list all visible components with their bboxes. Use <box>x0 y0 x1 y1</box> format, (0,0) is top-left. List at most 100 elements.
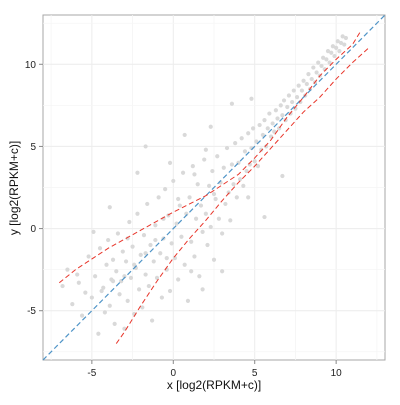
data-point <box>195 182 200 187</box>
data-point <box>250 126 256 131</box>
data-point <box>314 70 319 75</box>
data-point <box>262 118 267 123</box>
data-point <box>334 45 339 50</box>
data-point <box>332 53 337 59</box>
data-point <box>177 203 182 208</box>
data-point <box>220 231 225 236</box>
data-point <box>340 34 345 39</box>
x-axis-label: x [log2(RPKM+c)] <box>167 378 261 392</box>
data-point <box>229 101 235 106</box>
x-tick-label: 10 <box>331 368 343 379</box>
data-point <box>198 203 204 208</box>
data-point <box>176 277 181 282</box>
x-tick-label: -5 <box>87 368 96 379</box>
data-point <box>207 183 212 188</box>
data-point <box>211 257 217 262</box>
data-point <box>246 131 251 136</box>
data-point <box>70 302 75 307</box>
data-point <box>135 170 140 175</box>
data-point <box>221 165 226 170</box>
data-point <box>89 295 94 300</box>
data-point <box>99 288 104 294</box>
data-point <box>101 285 106 290</box>
data-point <box>143 144 148 149</box>
data-point <box>213 196 218 202</box>
data-point <box>301 78 306 83</box>
data-point <box>299 88 305 93</box>
data-point <box>259 147 264 152</box>
data-point <box>244 168 249 174</box>
data-point <box>231 182 236 187</box>
data-point <box>182 262 187 267</box>
data-point <box>316 60 321 65</box>
y-tick-label: 5 <box>30 142 36 153</box>
data-point <box>224 145 230 151</box>
data-point <box>203 147 208 152</box>
data-point <box>189 239 194 244</box>
identity-line <box>42 14 386 361</box>
points-layer <box>60 34 349 336</box>
data-point <box>60 283 65 289</box>
data-point <box>187 195 192 200</box>
data-point <box>117 292 122 297</box>
data-point <box>163 187 168 192</box>
data-point <box>148 242 153 248</box>
data-point <box>189 269 194 274</box>
data-point <box>79 313 85 318</box>
data-point <box>143 272 148 277</box>
data-point <box>325 49 331 54</box>
data-point <box>329 50 334 55</box>
data-point <box>91 229 96 234</box>
data-point <box>342 42 347 47</box>
data-point <box>167 288 173 294</box>
data-point <box>125 298 130 303</box>
data-point <box>265 126 270 131</box>
data-point <box>120 249 125 254</box>
data-point <box>264 144 269 149</box>
data-point <box>153 237 158 243</box>
data-point <box>153 223 158 228</box>
data-point <box>309 76 314 82</box>
data-point <box>294 95 300 100</box>
data-point <box>290 99 295 105</box>
data-point <box>319 63 324 69</box>
y-tick-label: 10 <box>25 60 37 71</box>
data-point <box>249 96 254 101</box>
grid-layer <box>43 15 385 360</box>
data-point <box>193 216 199 221</box>
data-point <box>141 233 147 238</box>
data-point <box>150 318 155 323</box>
data-point <box>169 241 174 246</box>
data-point <box>180 170 186 175</box>
data-point <box>311 65 316 70</box>
data-point <box>267 111 272 116</box>
data-point <box>192 172 197 177</box>
data-point <box>260 132 265 138</box>
data-point <box>151 259 156 264</box>
data-point <box>335 39 340 44</box>
axes-layer: -5 0 5 10 -5 0 5 10 <box>25 60 342 379</box>
data-point <box>324 57 329 62</box>
upper-bound-line <box>58 31 361 284</box>
data-point <box>285 104 290 110</box>
data-point <box>273 108 278 113</box>
data-point <box>233 141 238 146</box>
data-point <box>93 274 98 279</box>
data-point <box>164 256 169 261</box>
data-point <box>65 267 70 272</box>
y-axis-label: y [log2(RPKM+c)] <box>7 141 21 235</box>
data-point <box>140 305 145 310</box>
data-point <box>130 244 135 249</box>
data-point <box>296 83 301 88</box>
data-point <box>190 164 195 169</box>
data-point <box>272 129 277 134</box>
data-point <box>280 113 285 118</box>
data-point <box>114 269 119 274</box>
data-point <box>200 287 205 292</box>
data-point <box>226 190 231 195</box>
y-tick-label: -5 <box>27 306 36 317</box>
data-point <box>172 256 178 261</box>
data-point <box>291 88 296 93</box>
data-point <box>182 132 187 138</box>
